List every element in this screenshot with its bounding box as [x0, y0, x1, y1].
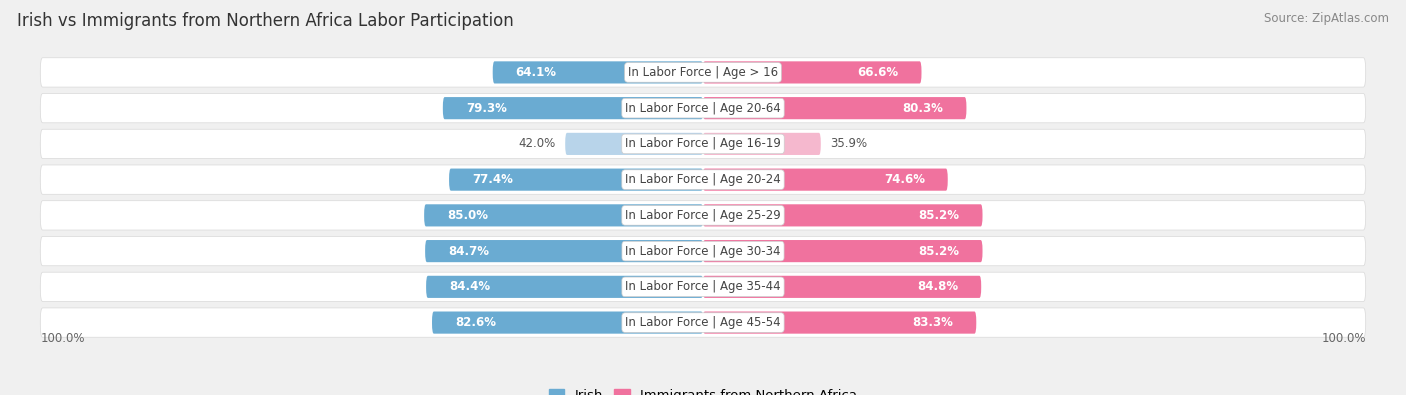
FancyBboxPatch shape: [449, 169, 703, 191]
FancyBboxPatch shape: [426, 276, 703, 298]
Text: 84.4%: 84.4%: [449, 280, 491, 293]
FancyBboxPatch shape: [443, 97, 703, 119]
Text: In Labor Force | Age 20-64: In Labor Force | Age 20-64: [626, 102, 780, 115]
Text: 77.4%: 77.4%: [472, 173, 513, 186]
Text: In Labor Force | Age 30-34: In Labor Force | Age 30-34: [626, 245, 780, 258]
FancyBboxPatch shape: [703, 276, 981, 298]
Text: 66.6%: 66.6%: [858, 66, 898, 79]
FancyBboxPatch shape: [565, 133, 703, 155]
FancyBboxPatch shape: [703, 240, 983, 262]
FancyBboxPatch shape: [41, 237, 1365, 266]
Text: 74.6%: 74.6%: [884, 173, 925, 186]
Text: 84.7%: 84.7%: [449, 245, 489, 258]
Text: 79.3%: 79.3%: [465, 102, 506, 115]
Text: Source: ZipAtlas.com: Source: ZipAtlas.com: [1264, 12, 1389, 25]
FancyBboxPatch shape: [703, 169, 948, 191]
FancyBboxPatch shape: [41, 201, 1365, 230]
Text: In Labor Force | Age > 16: In Labor Force | Age > 16: [628, 66, 778, 79]
Text: 85.0%: 85.0%: [447, 209, 488, 222]
Text: 80.3%: 80.3%: [903, 102, 943, 115]
FancyBboxPatch shape: [41, 165, 1365, 194]
FancyBboxPatch shape: [703, 204, 983, 226]
FancyBboxPatch shape: [703, 97, 966, 119]
Text: 42.0%: 42.0%: [519, 137, 555, 150]
FancyBboxPatch shape: [41, 308, 1365, 337]
Text: 35.9%: 35.9%: [831, 137, 868, 150]
Text: In Labor Force | Age 45-54: In Labor Force | Age 45-54: [626, 316, 780, 329]
Text: In Labor Force | Age 16-19: In Labor Force | Age 16-19: [626, 137, 780, 150]
Text: 82.6%: 82.6%: [456, 316, 496, 329]
FancyBboxPatch shape: [703, 133, 821, 155]
FancyBboxPatch shape: [703, 61, 921, 83]
FancyBboxPatch shape: [41, 129, 1365, 158]
Text: In Labor Force | Age 35-44: In Labor Force | Age 35-44: [626, 280, 780, 293]
Text: 100.0%: 100.0%: [1322, 332, 1365, 345]
FancyBboxPatch shape: [492, 61, 703, 83]
Text: 85.2%: 85.2%: [918, 245, 959, 258]
FancyBboxPatch shape: [425, 240, 703, 262]
FancyBboxPatch shape: [41, 58, 1365, 87]
FancyBboxPatch shape: [41, 94, 1365, 123]
Text: 84.8%: 84.8%: [917, 280, 959, 293]
FancyBboxPatch shape: [432, 312, 703, 334]
Text: Irish vs Immigrants from Northern Africa Labor Participation: Irish vs Immigrants from Northern Africa…: [17, 12, 513, 30]
Text: 64.1%: 64.1%: [516, 66, 557, 79]
Text: 83.3%: 83.3%: [912, 316, 953, 329]
Text: In Labor Force | Age 25-29: In Labor Force | Age 25-29: [626, 209, 780, 222]
FancyBboxPatch shape: [41, 272, 1365, 301]
FancyBboxPatch shape: [703, 312, 976, 334]
Text: 100.0%: 100.0%: [41, 332, 84, 345]
Text: 85.2%: 85.2%: [918, 209, 959, 222]
Text: In Labor Force | Age 20-24: In Labor Force | Age 20-24: [626, 173, 780, 186]
FancyBboxPatch shape: [425, 204, 703, 226]
Legend: Irish, Immigrants from Northern Africa: Irish, Immigrants from Northern Africa: [543, 384, 863, 395]
